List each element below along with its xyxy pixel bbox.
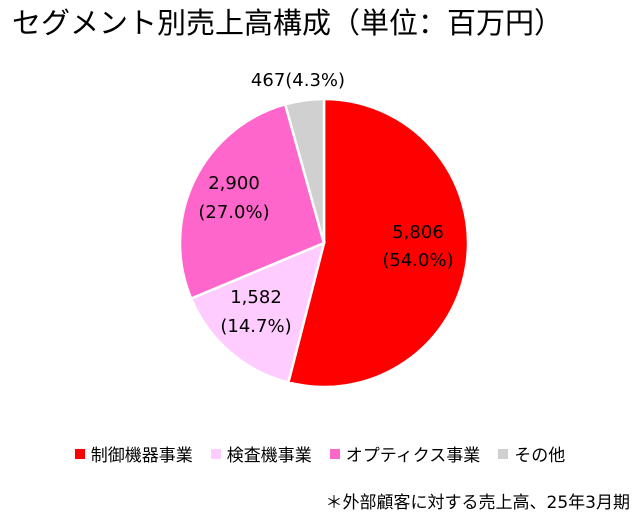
legend-item: オプティクス事業: [329, 441, 481, 466]
legend-item: その他: [498, 441, 565, 466]
pie-slice: [189, 240, 326, 385]
slice-value-label: 467(4.3%): [251, 70, 345, 91]
legend-label: オプティクス事業: [345, 446, 481, 466]
legend-label: 制御機器事業: [90, 446, 193, 466]
legend-item: 制御機器事業: [74, 441, 193, 466]
footnote: ＊外部顧客に対する売上高、25年3月期: [325, 493, 630, 513]
slice-percent-label: (54.0%): [382, 250, 453, 271]
legend-swatch: [74, 448, 85, 459]
pie-slice: [283, 97, 326, 244]
legend-swatch: [498, 448, 509, 459]
legend-swatch: [329, 448, 340, 459]
pie-slice: [178, 102, 326, 301]
slice-percent-label: (27.0%): [198, 202, 269, 223]
slice-value-label: 2,900: [208, 173, 260, 194]
chart-legend: 制御機器事業 検査機事業 オプティクス事業 その他: [0, 441, 640, 466]
slice-value-label: 5,806: [392, 222, 444, 243]
pie-chart: 5,806 (54.0%) 1,582 (14.7%) 2,900 (27.0%) 467(…: [178, 70, 470, 389]
slice-percent-label: (14.7%): [220, 316, 291, 337]
legend-label: 検査機事業: [226, 446, 312, 466]
legend-label: その他: [514, 446, 566, 466]
slice-value-label: 1,582: [230, 287, 282, 308]
pie-slice: [286, 97, 470, 389]
legend-item: 検査機事業: [210, 441, 312, 466]
legend-swatch: [210, 448, 221, 459]
chart-title: セグメント別売上高構成（単位：百万円）: [12, 6, 564, 40]
